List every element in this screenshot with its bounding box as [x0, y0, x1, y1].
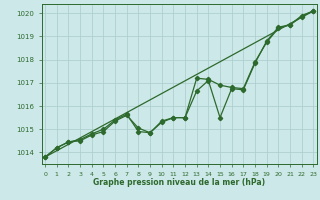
- X-axis label: Graphe pression niveau de la mer (hPa): Graphe pression niveau de la mer (hPa): [93, 178, 265, 187]
